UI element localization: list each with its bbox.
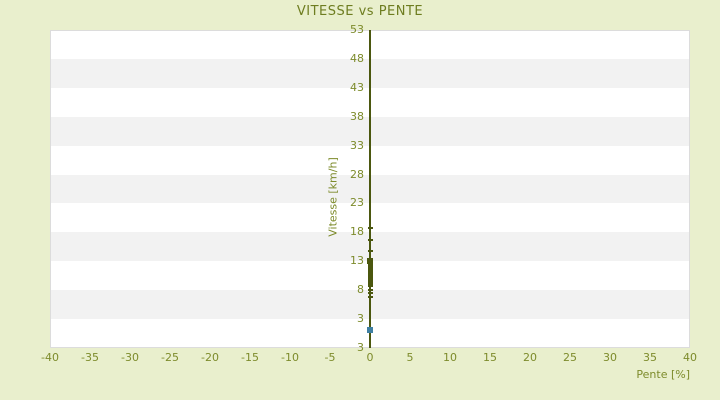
x-tick-label: -40 <box>41 351 59 364</box>
x-tick-label: 0 <box>366 351 374 364</box>
x-tick-label: 10 <box>443 351 457 364</box>
x-tick-label: 5 <box>406 351 414 364</box>
y-tick-label: 3 <box>357 341 364 354</box>
y-tick-label: 28 <box>350 167 364 181</box>
x-tick-label: -35 <box>81 351 99 364</box>
y-axis-title: Vitesse [km/h] <box>326 157 340 237</box>
y-axis-line <box>369 30 371 348</box>
data-point <box>367 289 373 292</box>
y-tick-label: 43 <box>350 80 364 94</box>
y-tick-label: 8 <box>357 283 364 297</box>
data-point <box>367 226 373 229</box>
x-tick-label: 35 <box>643 351 657 364</box>
x-axis-title: Pente [%] <box>636 368 690 381</box>
data-point <box>367 258 373 265</box>
chart-title: VITESSE vs PENTE <box>296 4 424 19</box>
y-tick-label: 53 <box>350 23 364 36</box>
data-point <box>367 249 373 252</box>
x-tick-label: -10 <box>281 351 299 364</box>
x-tick-label: 40 <box>683 351 697 364</box>
x-tick-label: 30 <box>603 351 617 364</box>
data-point <box>367 295 373 298</box>
y-tick-label: 33 <box>350 138 364 152</box>
x-tick-label: 15 <box>483 351 497 364</box>
x-tick-label: -30 <box>121 351 139 364</box>
data-point <box>367 327 373 334</box>
y-tick-label: 23 <box>350 196 364 210</box>
x-tick-label: 25 <box>563 351 577 364</box>
x-tick-label: 20 <box>523 351 537 364</box>
x-tick-label: -15 <box>241 351 259 364</box>
y-tick-label: 48 <box>350 51 364 65</box>
x-tick-label: -20 <box>201 351 219 364</box>
y-tick-label: 38 <box>350 109 364 123</box>
data-point <box>367 292 373 295</box>
data-point <box>367 238 373 241</box>
y-tick-label: 13 <box>350 254 364 268</box>
y-tick-label: 18 <box>350 225 364 239</box>
y-tick-label: 3 <box>357 312 364 326</box>
x-tick-label: -25 <box>161 351 179 364</box>
x-tick-label: -5 <box>324 351 336 364</box>
data-cluster <box>367 263 373 287</box>
